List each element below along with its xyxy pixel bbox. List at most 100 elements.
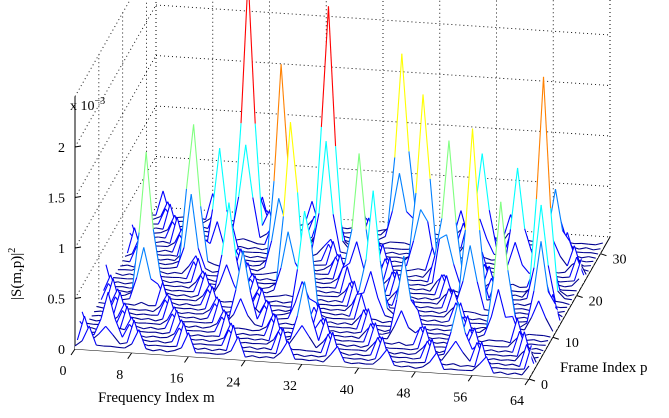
frame-21-seg-6 xyxy=(167,258,175,262)
frame-6-seg-21 xyxy=(238,327,246,330)
frame-14-seg-33 xyxy=(341,282,351,303)
frame-0-seg-47 xyxy=(408,365,416,369)
frame-7-seg-44 xyxy=(403,256,412,300)
frame-7-seg-48 xyxy=(432,337,440,340)
frame-13-seg-63 xyxy=(552,294,561,321)
frame-31-seg-62 xyxy=(588,243,596,246)
frame-3-seg-26 xyxy=(266,339,274,345)
frame-fill-0 xyxy=(75,325,529,379)
frame-22-seg-61 xyxy=(560,280,568,283)
frame-11-seg-24 xyxy=(271,309,279,312)
frame-9-seg-13 xyxy=(188,312,196,315)
frame-28-seg-62 xyxy=(581,256,589,259)
frame-1-seg-63 xyxy=(523,345,532,370)
frame-10-seg-15 xyxy=(204,286,213,309)
frame-2-seg-61 xyxy=(512,363,520,368)
frame-2-seg-24 xyxy=(249,346,258,350)
frame-1-seg-20 xyxy=(219,348,227,352)
frame-18-seg-43 xyxy=(422,288,431,292)
frame-18-seg-1 xyxy=(124,269,133,271)
frame-4-seg-30 xyxy=(296,281,305,317)
y-tick-mark-3 xyxy=(600,253,607,257)
frame-19-seg-11 xyxy=(197,248,206,269)
frame-0-seg-13 xyxy=(167,350,175,353)
frame-19-seg-37 xyxy=(382,257,391,283)
frame-8-seg-21 xyxy=(242,250,251,291)
frame-2-seg-55 xyxy=(469,342,478,362)
frame-22-seg-17 xyxy=(247,259,256,263)
frame-1-seg-42 xyxy=(374,336,383,359)
frame-0-seg-59 xyxy=(493,371,501,374)
frame-25-seg-61 xyxy=(566,245,575,267)
frame-1-seg-24 xyxy=(247,350,255,353)
frame-27-seg-49 xyxy=(486,239,495,255)
frame-3-seg-20 xyxy=(223,322,232,339)
frame-5-seg-16 xyxy=(200,330,208,333)
frame-1-seg-33 xyxy=(311,354,319,358)
frame-14-seg-31 xyxy=(328,299,336,303)
grid-z-left-1 xyxy=(74,156,157,299)
frame-8-seg-57 xyxy=(497,289,507,318)
frame-12-seg-37 xyxy=(365,190,374,260)
frame-12-seg-33 xyxy=(337,308,345,312)
frame-18-seg-56 xyxy=(514,294,523,298)
x-tick-label-6: 48 xyxy=(397,387,411,402)
frame-12-seg-7 xyxy=(152,229,161,275)
frame-29-seg-61 xyxy=(576,251,584,254)
frame-22-seg-18 xyxy=(255,260,263,263)
frame-4-seg-18 xyxy=(212,335,220,338)
frame-3-seg-45 xyxy=(401,352,409,355)
frame-1-seg-49 xyxy=(424,338,433,363)
frame-9-seg-55 xyxy=(486,276,495,328)
frame-5-seg-35 xyxy=(335,339,343,342)
frame-8-seg-56 xyxy=(490,289,499,317)
frame-10-seg-25 xyxy=(276,313,284,316)
frame-9-seg-23 xyxy=(259,299,268,313)
frame-10-seg-63 xyxy=(545,317,554,332)
frame-16-seg-57 xyxy=(517,303,525,307)
frame-8-seg-20 xyxy=(235,250,244,290)
frame-4-seg-37 xyxy=(346,344,355,347)
frame-21-seg-55 xyxy=(514,242,523,266)
frame-10-seg-39 xyxy=(375,319,383,324)
frame-18-seg-58 xyxy=(528,198,537,289)
frame-0-seg-37 xyxy=(336,346,346,363)
frame-2-seg-48 xyxy=(419,340,428,359)
frame-7-seg-7 xyxy=(141,317,149,321)
frame-26-seg-14 xyxy=(236,238,244,241)
frame-26-seg-4 xyxy=(164,221,173,239)
frame-11-seg-60 xyxy=(526,290,535,324)
frame-2-seg-13 xyxy=(171,327,180,342)
frame-25-seg-27 xyxy=(325,141,334,215)
y-tick-label-2: 20 xyxy=(589,294,603,309)
frame-0-seg-12 xyxy=(159,349,168,353)
frame-8-seg-9 xyxy=(157,299,166,316)
frame-1-seg-21 xyxy=(225,324,234,351)
frame-12-seg-53 xyxy=(479,318,487,322)
frame-10-seg-32 xyxy=(325,316,334,320)
frame-15-seg-29 xyxy=(316,294,324,297)
frame-9-seg-9 xyxy=(159,293,168,307)
frame-22-seg-40 xyxy=(411,268,419,271)
frame-9-seg-61 xyxy=(529,333,537,336)
x-tick-label-8: 64 xyxy=(510,394,524,409)
frame-30-seg-34 xyxy=(387,157,396,229)
frame-11-seg-17 xyxy=(221,305,229,308)
frame-0-seg-19 xyxy=(209,352,217,355)
frame-0-seg-51 xyxy=(436,352,445,370)
frame-24-seg-18 xyxy=(259,251,268,255)
frame-22-seg-56 xyxy=(524,228,533,253)
x-tick-mark-5 xyxy=(354,367,360,375)
frame-0-seg-29 xyxy=(280,340,289,353)
frame-1-seg-55 xyxy=(467,364,475,368)
frame-16-seg-8 xyxy=(169,280,178,284)
frame-0-seg-30 xyxy=(287,340,296,360)
frame-7-seg-0 xyxy=(91,314,99,317)
grid-top-left xyxy=(74,0,131,97)
frame-11-seg-62 xyxy=(540,241,549,292)
frame-10-seg-5 xyxy=(134,301,142,306)
y-tick-label-0: 0 xyxy=(541,378,548,393)
frame-4-seg-46 xyxy=(410,348,419,351)
frame-3-seg-46 xyxy=(408,353,416,355)
frame-11-seg-35 xyxy=(348,294,358,317)
